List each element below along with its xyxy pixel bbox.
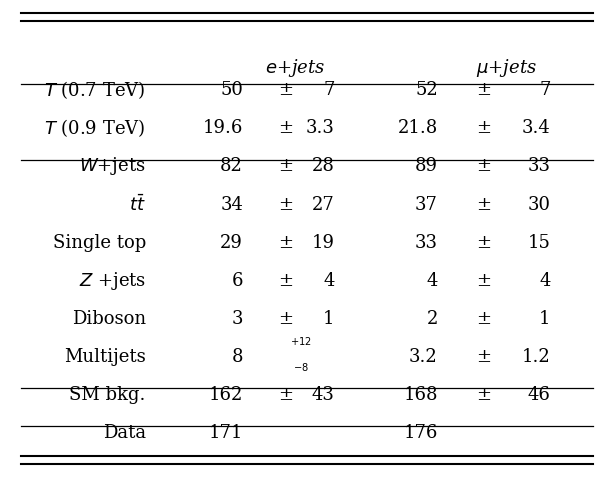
Text: 162: 162 [209,386,243,403]
Text: $^{+12}$: $^{+12}$ [290,337,312,351]
Text: ±: ± [476,120,491,138]
Text: 3.4: 3.4 [522,120,550,138]
Text: ±: ± [476,234,491,251]
Text: 4: 4 [539,272,550,290]
Text: 43: 43 [311,386,335,403]
Text: Multijets: Multijets [64,348,146,366]
Text: 6: 6 [231,272,243,290]
Text: 34: 34 [220,196,243,214]
Text: ±: ± [278,234,293,251]
Text: 4: 4 [323,272,335,290]
Text: $T$ (0.7 TeV): $T$ (0.7 TeV) [44,79,146,101]
Text: Data: Data [103,424,146,442]
Text: ±: ± [278,386,293,403]
Text: ±: ± [476,348,491,366]
Text: 8: 8 [231,348,243,366]
Text: 27: 27 [312,196,335,214]
Text: Diboson: Diboson [72,310,146,327]
Text: 19.6: 19.6 [203,120,243,138]
Text: 29: 29 [220,234,243,251]
Text: 1.2: 1.2 [522,348,550,366]
Text: 30: 30 [527,196,550,214]
Text: 52: 52 [415,81,438,99]
Text: 4: 4 [427,272,438,290]
Text: ±: ± [278,272,293,290]
Text: 176: 176 [403,424,438,442]
Text: 19: 19 [311,234,335,251]
Text: $\mu$+jets: $\mu$+jets [476,57,537,79]
Text: ±: ± [278,81,293,99]
Text: 7: 7 [323,81,335,99]
Text: 50: 50 [220,81,243,99]
Text: $W$+jets: $W$+jets [79,155,146,177]
Text: 3.3: 3.3 [306,120,335,138]
Text: SM bkg.: SM bkg. [69,386,146,403]
Text: $Z$ +jets: $Z$ +jets [79,270,146,292]
Text: ±: ± [476,386,491,403]
Text: ±: ± [278,120,293,138]
Text: 2: 2 [427,310,438,327]
Text: 82: 82 [220,157,243,175]
Text: ±: ± [476,196,491,214]
Text: 33: 33 [415,234,438,251]
Text: 1: 1 [539,310,550,327]
Text: 33: 33 [527,157,550,175]
Text: ±: ± [278,196,293,214]
Text: 168: 168 [403,386,438,403]
Text: 7: 7 [539,81,550,99]
Text: 1: 1 [323,310,335,327]
Text: 171: 171 [209,424,243,442]
Text: 37: 37 [415,196,438,214]
Text: 3.2: 3.2 [409,348,438,366]
Text: ±: ± [476,272,491,290]
Text: ±: ± [278,310,293,327]
Text: ±: ± [476,310,491,327]
Text: $T$ (0.9 TeV): $T$ (0.9 TeV) [44,118,146,140]
Text: $t\bar{t}$: $t\bar{t}$ [129,194,146,215]
Text: 28: 28 [311,157,335,175]
Text: 89: 89 [415,157,438,175]
Text: 21.8: 21.8 [398,120,438,138]
Text: ±: ± [476,157,491,175]
Text: 15: 15 [527,234,550,251]
Text: ±: ± [278,157,293,175]
Text: Single top: Single top [53,234,146,251]
Text: 46: 46 [527,386,550,403]
Text: 3: 3 [231,310,243,327]
Text: $_{-8}$: $_{-8}$ [293,360,309,374]
Text: $e$+jets: $e$+jets [265,57,325,79]
Text: ±: ± [476,81,491,99]
